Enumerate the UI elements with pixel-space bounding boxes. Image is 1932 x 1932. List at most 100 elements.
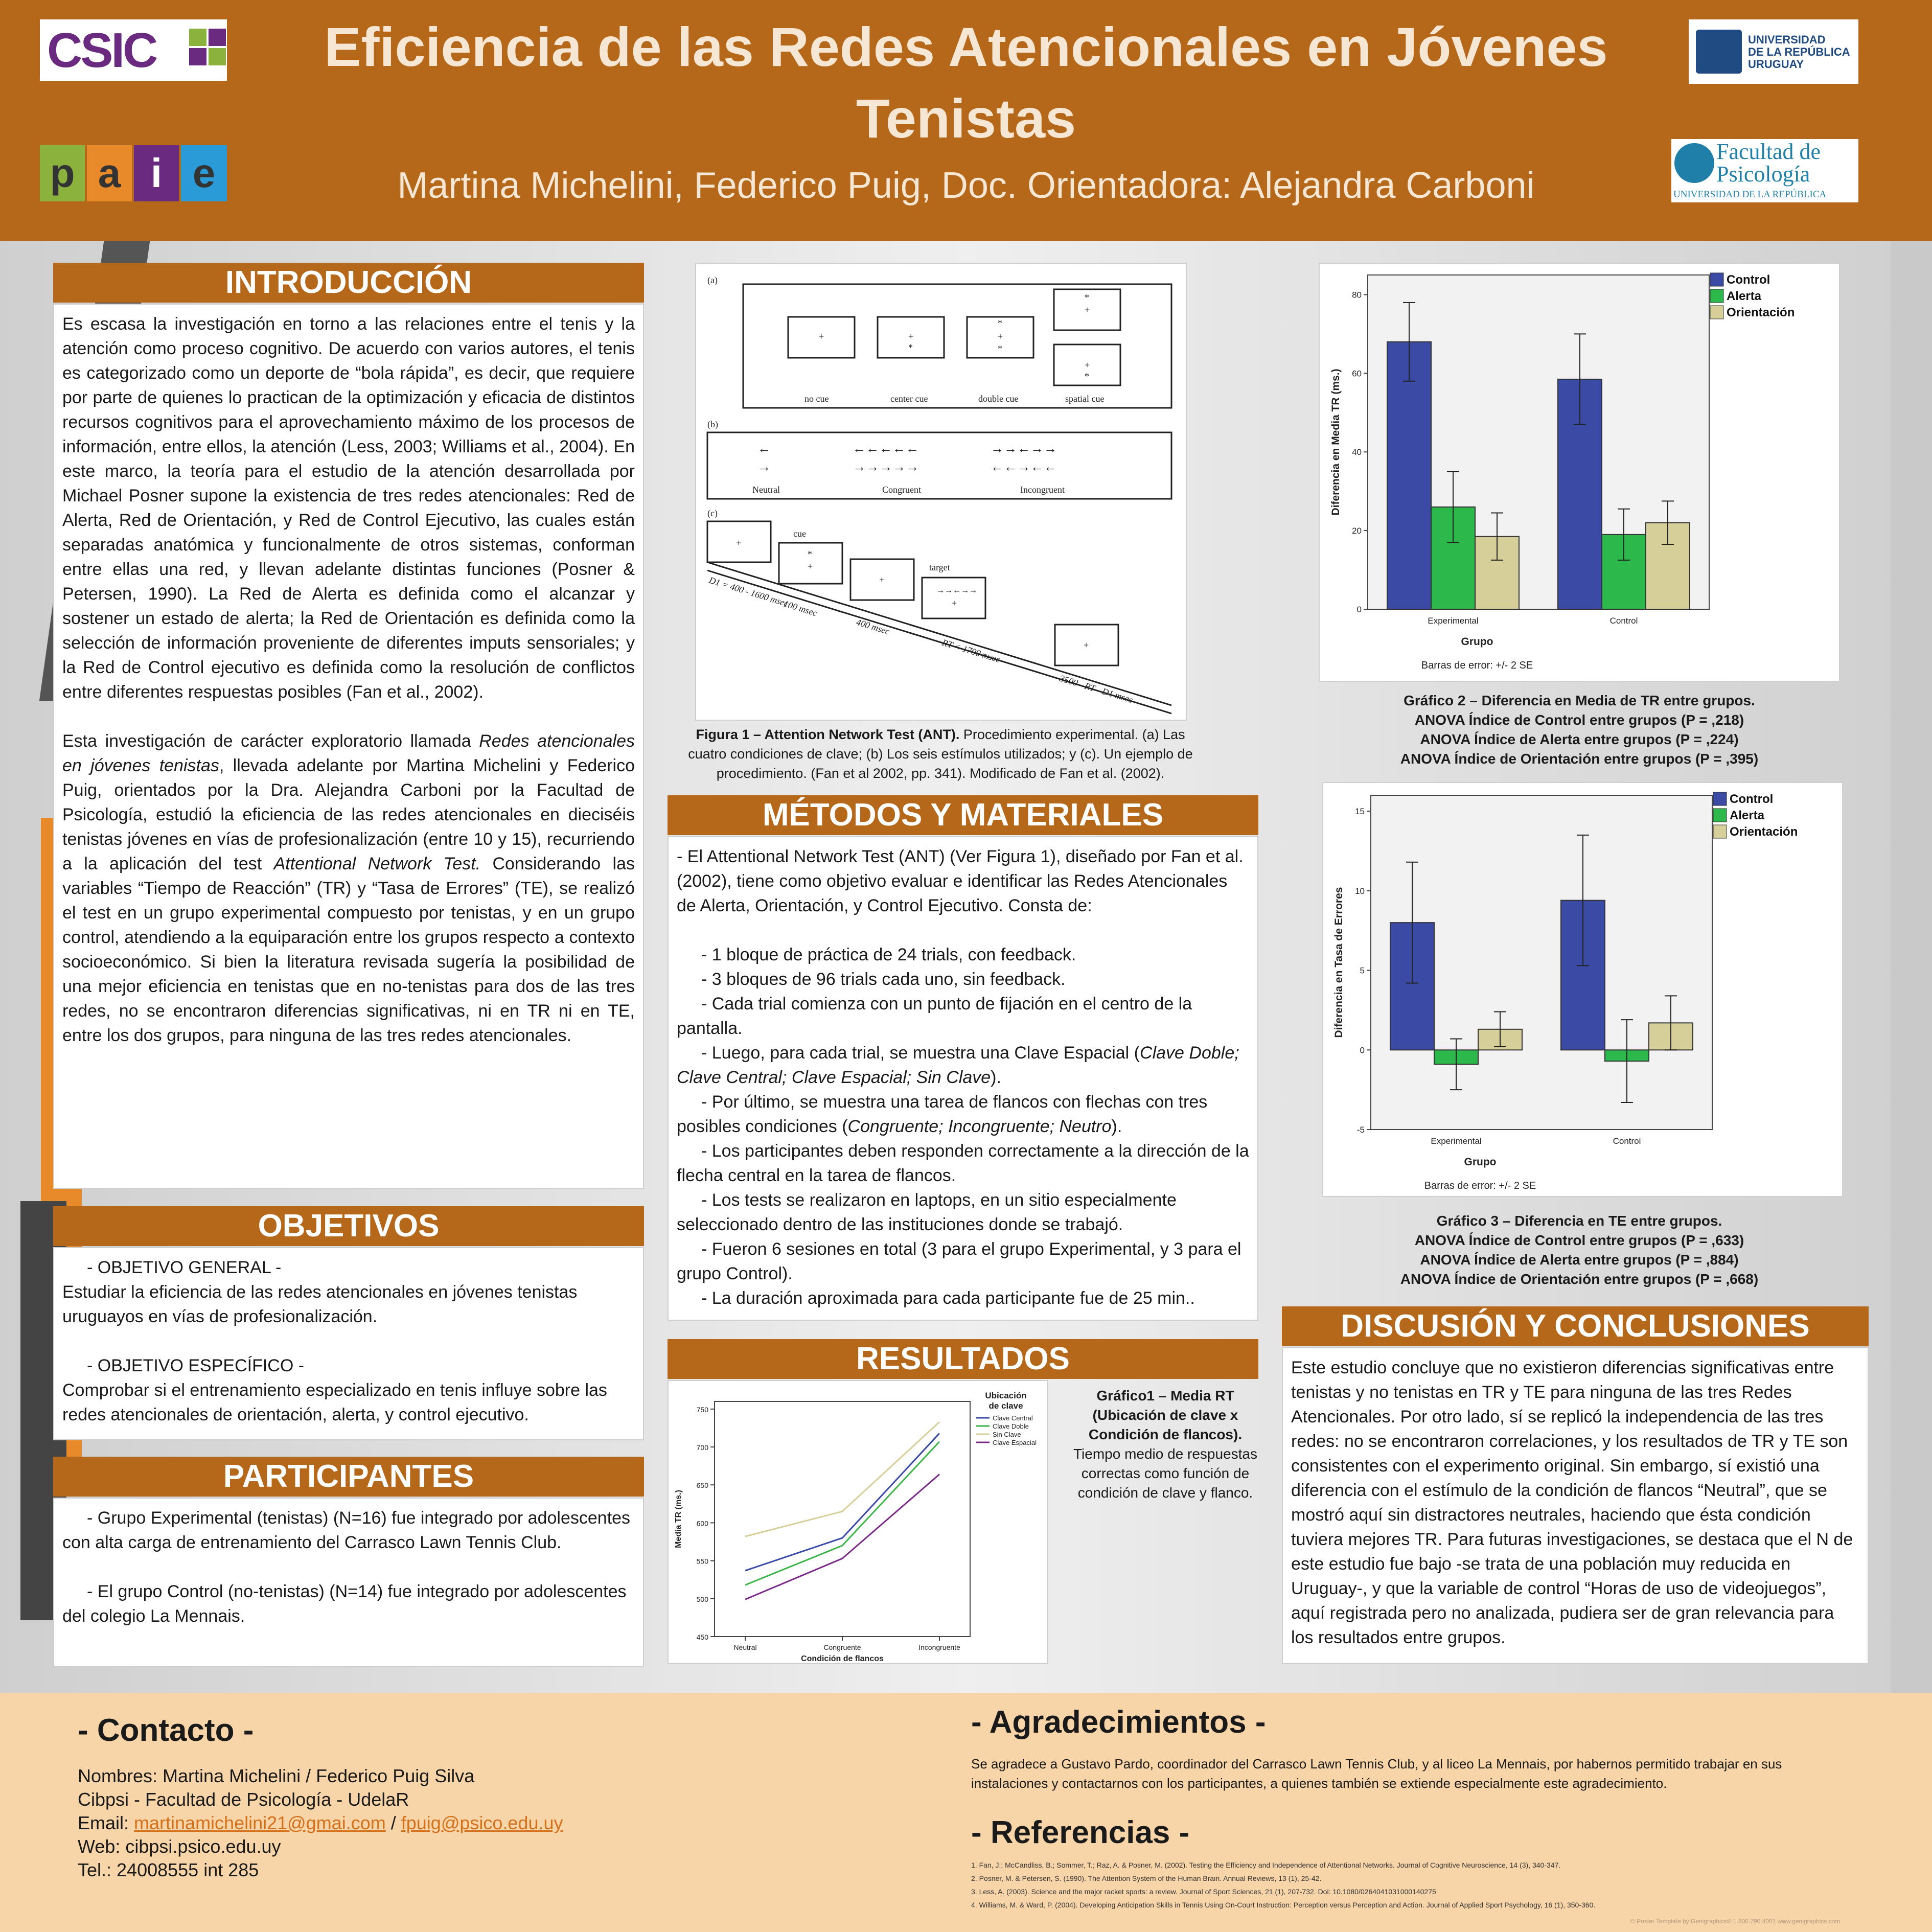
x-tick-label: Control: [1613, 1136, 1641, 1146]
legend-entry: Clave Doble: [993, 1422, 1029, 1430]
resultados-heading: RESULTADOS: [668, 1339, 1258, 1379]
contacto-email: Email: martinamichelini21@gmai.com / fpu…: [78, 1812, 563, 1833]
grafico-3-caption: Gráfico 3 – Diferencia en TE entre grupo…: [1400, 1213, 1759, 1287]
legend-swatch: [1713, 808, 1727, 822]
svg-text:*: *: [1085, 371, 1089, 381]
participantes-control: - El grupo Control (no-tenistas) (N=14) …: [62, 1582, 627, 1626]
x-tick-label: Congruente: [823, 1643, 861, 1651]
svg-text:+: +: [908, 331, 913, 341]
svg-text:+: +: [952, 598, 957, 608]
grafico-2: 0 20 40 60 80 Experimental Control Grupo Barras …: [1319, 263, 1840, 682]
fig-congruent: Congruent: [882, 485, 921, 495]
x-axis-label: Grupo: [1461, 636, 1493, 648]
x-tick-label: Control: [1610, 616, 1638, 626]
decor-stripe: [1891, 241, 1932, 1693]
legend-title: de clave: [988, 1401, 1023, 1411]
metodos-item: - La duración aproximada para cada parti…: [701, 1289, 1195, 1308]
fig-label-c: (c): [707, 508, 718, 519]
series-line: [745, 1441, 940, 1586]
email-link-2[interactable]: fpuig@psico.edu.uy: [401, 1812, 563, 1833]
fig-target: target: [929, 562, 950, 572]
plot-area: [714, 1401, 971, 1637]
series-line: [745, 1474, 940, 1600]
y-tick-label: -5: [1357, 1125, 1365, 1135]
participantes-experimental: - Grupo Experimental (tenistas) (N=16) f…: [62, 1508, 631, 1552]
intro-panel: Es escasa la investigación en torno a la…: [53, 304, 644, 1189]
udelar-logo: UNIVERSIDAD DE LA REPÚBLICA URUGUAY: [1689, 19, 1858, 84]
y-tick-label: 450: [697, 1633, 709, 1641]
grafico-3-chart: -5 0 5 10 15 Experimental Control Grupo Barras d…: [1333, 792, 1798, 1191]
series-line: [745, 1421, 940, 1537]
x-axis-label: Condición de flancos: [801, 1654, 884, 1663]
y-tick-label: 0: [1360, 1045, 1365, 1055]
error-bar-note: Barras de error: +/- 2 SE: [1421, 660, 1533, 671]
x-tick-label: Experimental: [1428, 616, 1478, 626]
error-bar-note: Barras de error: +/- 2 SE: [1424, 1180, 1536, 1191]
template-credit: © Poster Template by Genigraphics® 1.800…: [1630, 1918, 1841, 1925]
y-tick-label: 650: [697, 1481, 709, 1489]
contacto-heading: - Contacto -: [78, 1713, 254, 1748]
objetivos-panel: - OBJETIVO GENERAL - Estudiar la eficien…: [53, 1247, 644, 1440]
svg-text:+: +: [1084, 640, 1089, 650]
metodos-item: - Los participantes deben responden corr…: [677, 1141, 1249, 1185]
svg-text:→→→→→: →→→→→: [853, 459, 919, 474]
participantes-panel: - Grupo Experimental (tenistas) (N=16) f…: [53, 1498, 644, 1667]
metodos-item: - Cada trial comienza con un punto de fi…: [677, 994, 1192, 1038]
intro-heading: INTRODUCCIÓN: [53, 263, 644, 303]
x-axis-label: Grupo: [1464, 1156, 1497, 1168]
svg-text:→→←→→: →→←→→: [991, 441, 1057, 456]
bar: [1387, 341, 1432, 610]
intro-paragraph-2: Esta investigación de carácter explorato…: [62, 731, 635, 1045]
legend-entry: Clave Central: [993, 1414, 1033, 1422]
y-tick-label: 15: [1355, 807, 1365, 816]
poster-title: Eficiencia de las Redes Atencionales en …: [324, 16, 1608, 149]
svg-text:*: *: [808, 549, 812, 559]
metodos-item: - 1 bloque de práctica de 24 trials, con…: [701, 945, 1076, 964]
header-bar: [0, 0, 1932, 241]
y-axis-label: Diferencia en Media TR (ms.): [1330, 369, 1342, 515]
grafico-1-caption: Gráfico1 – Media RT (Ubicación de clave …: [1073, 1388, 1258, 1501]
metodos-item: - Por último, se muestra una tarea de fl…: [677, 1092, 1208, 1136]
y-tick-label: 5: [1360, 966, 1365, 976]
svg-text:+: +: [998, 331, 1003, 341]
series-line: [745, 1433, 940, 1572]
metodos-item: - Luego, para cada trial, se muestra una…: [677, 1043, 1239, 1087]
contacto-block: Nombres: Martina Michelini / Federico Pu…: [78, 1764, 844, 1882]
metodos-item: - 3 bloques de 96 trials cada uno, sin f…: [701, 970, 1066, 989]
legend-entry: Control: [1730, 792, 1773, 806]
referencia-item: 4. Williams, M. & Ward, P. (2004). Devel…: [971, 1901, 1596, 1909]
x-tick-label: Experimental: [1431, 1136, 1481, 1146]
figura-1-caption: Figura 1 – Attention Network Test (ANT).…: [688, 727, 1193, 781]
metodos-intro: - El Attentional Network Test (ANT) (Ver…: [677, 847, 1244, 915]
legend-entry: Orientación: [1730, 825, 1798, 839]
legend-title: Ubicación: [985, 1391, 1026, 1400]
objetivo-general-label: - OBJETIVO GENERAL -: [87, 1258, 282, 1277]
legend-swatch: [1713, 824, 1727, 839]
grafico-1: 450 500 550 600 650 700 750 Neutral Congruente In…: [668, 1380, 1048, 1664]
y-tick-label: 80: [1352, 290, 1362, 300]
y-tick-label: 600: [697, 1519, 709, 1527]
poster-authors: Martina Michelini, Federico Puig, Doc. O…: [397, 165, 1535, 206]
email-link-1[interactable]: martinamichelini21@gmai.com: [134, 1812, 386, 1833]
svg-text:+: +: [819, 331, 824, 341]
y-tick-label: 10: [1355, 886, 1365, 896]
objetivo-general: Estudiar la eficiencia de las redes aten…: [62, 1282, 578, 1326]
y-axis-label: Media TR (ms.): [674, 1490, 683, 1548]
fig-time-5: 3500 - RT - D1 msec: [1058, 673, 1134, 705]
agradecimientos-text: Se agradece a Gustavo Pardo, coordinador…: [971, 1756, 1782, 1791]
x-tick-label: Neutral: [733, 1643, 756, 1651]
legend-swatch: [1710, 272, 1724, 287]
y-tick-label: 550: [697, 1557, 709, 1566]
legend-swatch: [1710, 305, 1724, 319]
legend-entry: Sin Clave: [993, 1431, 1021, 1438]
svg-text:←←←←←: ←←←←←: [853, 441, 919, 456]
contacto-nombres: Nombres: Martina Michelini / Federico Pu…: [78, 1765, 475, 1786]
metodos-heading: MÉTODOS Y MATERIALES: [668, 795, 1258, 835]
psicologia-logo: Facultad de Psicología UNIVERSIDAD DE LA…: [1671, 139, 1858, 202]
legend-entry: Clave Espacial: [993, 1439, 1037, 1446]
grafico-2-caption: Gráfico 2 – Diferencia en Media de TR en…: [1400, 693, 1759, 767]
ant-diagram: (a) +*+ *+* *++* no cue center cue doubl…: [706, 275, 1172, 715]
y-tick-label: 60: [1352, 369, 1362, 378]
fig-incongruent: Incongruent: [1020, 485, 1065, 495]
referencia-item: 3. Less, A. (2003). Science and the majo…: [971, 1888, 1436, 1896]
